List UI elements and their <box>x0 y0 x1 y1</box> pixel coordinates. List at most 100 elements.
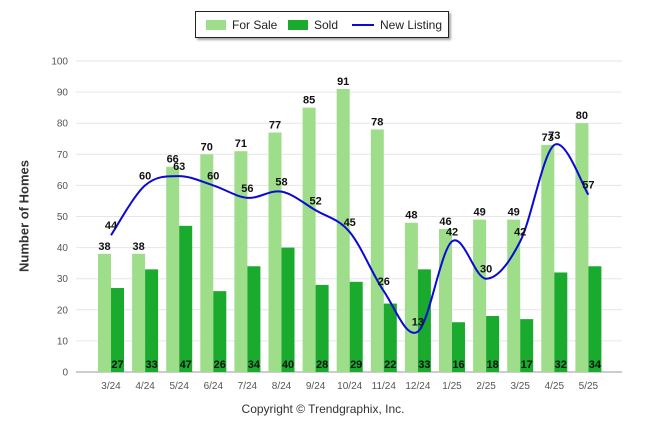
bar-for-sale-8/24 <box>268 132 282 372</box>
bar-sold-10/24 <box>349 281 363 372</box>
data-label-sold-7/24: 34 <box>248 359 261 371</box>
data-label-for-sale-12/24: 48 <box>405 210 417 222</box>
data-label-sold-3/24: 27 <box>111 359 123 371</box>
bar-for-sale-4/24 <box>132 253 146 372</box>
data-label-sold-5/24: 47 <box>180 359 192 371</box>
data-label-new-listing-5/25: 57 <box>582 180 594 192</box>
data-label-new-listing-7/24: 56 <box>241 183 253 195</box>
data-label-for-sale-6/24: 70 <box>201 141 213 153</box>
data-label-sold-12/24: 33 <box>418 359 430 371</box>
legend-item-sold[interactable]: Sold <box>288 18 338 32</box>
data-label-new-listing-5/24: 63 <box>173 161 185 173</box>
data-label-for-sale-1/25: 46 <box>439 216 451 228</box>
series-line-new-listing <box>110 143 590 334</box>
data-label-new-listing-10/24: 45 <box>344 217 356 229</box>
data-label-for-sale-8/24: 77 <box>269 120 281 132</box>
y-tick-label-90: 90 <box>57 88 69 99</box>
data-label-for-sale-5/24: 66 <box>167 154 179 166</box>
bar-for-sale-11/24 <box>370 129 384 372</box>
y-tick-label-50: 50 <box>57 212 69 223</box>
data-label-new-listing-3/24: 44 <box>105 220 118 232</box>
x-tick-label-3/25: 3/25 <box>510 381 530 392</box>
data-label-for-sale-3/25: 49 <box>508 207 520 219</box>
data-label-new-listing-12/24: 13 <box>412 317 424 329</box>
x-tick-label-2/25: 2/25 <box>476 381 496 392</box>
bar-sold-4/25 <box>554 272 568 372</box>
data-label-sold-1/25: 16 <box>452 359 464 371</box>
bar-for-sale-4/25 <box>541 144 555 372</box>
data-label-new-listing-9/24: 52 <box>309 195 321 207</box>
data-label-new-listing-3/25: 42 <box>514 226 526 238</box>
y-tick-label-80: 80 <box>57 119 69 130</box>
x-tick-label-9/24: 9/24 <box>306 381 326 392</box>
legend-swatch-for-sale <box>206 20 226 30</box>
bar-for-sale-3/25 <box>507 219 521 372</box>
x-tick-label-4/25: 4/25 <box>545 381 565 392</box>
legend: For Sale Sold New Listing <box>195 11 449 38</box>
data-label-sold-10/24: 29 <box>350 359 362 371</box>
data-label-sold-5/25: 34 <box>589 359 602 371</box>
bar-sold-8/24 <box>281 247 295 372</box>
x-tick-label-10/24: 10/24 <box>337 381 362 392</box>
bar-for-sale-9/24 <box>302 107 316 373</box>
data-label-new-listing-11/24: 26 <box>378 276 390 288</box>
x-tick-label-12/24: 12/24 <box>405 381 430 392</box>
x-tick-label-1/25: 1/25 <box>442 381 462 392</box>
bar-for-sale-7/24 <box>234 151 248 372</box>
bar-for-sale-10/24 <box>336 88 350 373</box>
bar-sold-5/24 <box>179 225 193 372</box>
bar-sold-5/25 <box>588 266 602 372</box>
bar-sold-9/24 <box>315 284 329 372</box>
legend-swatch-sold <box>288 20 308 30</box>
data-label-sold-9/24: 28 <box>316 359 328 371</box>
x-tick-label-7/24: 7/24 <box>238 381 258 392</box>
data-label-new-listing-8/24: 58 <box>275 177 287 189</box>
legend-item-for-sale[interactable]: For Sale <box>206 18 277 32</box>
y-axis-title: Number of Homes <box>16 160 32 272</box>
x-tick-label-6/24: 6/24 <box>204 381 224 392</box>
data-label-new-listing-2/25: 30 <box>480 264 492 276</box>
x-tick-label-11/24: 11/24 <box>372 381 397 392</box>
bar-sold-3/25 <box>520 319 534 372</box>
data-label-sold-11/24: 22 <box>384 359 396 371</box>
bar-sold-11/24 <box>383 303 397 372</box>
data-label-sold-4/24: 33 <box>145 359 157 371</box>
data-label-new-listing-6/24: 60 <box>207 170 219 182</box>
data-label-sold-2/25: 18 <box>486 359 498 371</box>
data-label-for-sale-7/24: 71 <box>235 138 247 150</box>
bar-for-sale-5/24 <box>166 166 180 372</box>
data-label-for-sale-3/24: 38 <box>98 241 110 253</box>
x-tick-label-3/24: 3/24 <box>101 381 121 392</box>
bar-sold-3/24 <box>111 288 124 372</box>
data-label-for-sale-11/24: 78 <box>371 116 383 128</box>
legend-label-for-sale: For Sale <box>232 18 278 32</box>
legend-item-new-listing[interactable]: New Listing <box>352 18 442 32</box>
data-label-sold-8/24: 40 <box>282 359 294 371</box>
bar-for-sale-5/25 <box>575 123 589 372</box>
y-tick-label-40: 40 <box>57 243 69 254</box>
y-tick-label-30: 30 <box>57 274 69 285</box>
data-label-sold-6/24: 26 <box>214 359 226 371</box>
x-tick-label-5/24: 5/24 <box>169 381 189 392</box>
y-tick-label-10: 10 <box>57 336 69 347</box>
data-label-sold-3/25: 17 <box>521 359 533 371</box>
data-label-sold-4/25: 32 <box>555 359 567 371</box>
bar-for-sale-12/24 <box>404 222 418 372</box>
bar-for-sale-6/24 <box>200 154 214 372</box>
data-label-for-sale-2/25: 49 <box>473 207 485 219</box>
bar-sold-7/24 <box>247 266 261 372</box>
y-tick-label-0: 0 <box>62 368 68 379</box>
y-tick-label-60: 60 <box>57 181 69 192</box>
y-tick-label-20: 20 <box>57 305 69 316</box>
bar-for-sale-2/25 <box>473 219 487 372</box>
bar-sold-1/25 <box>452 322 465 372</box>
data-label-for-sale-4/25: 73 <box>542 132 554 144</box>
x-tick-label-4/24: 4/24 <box>135 381 155 392</box>
bar-for-sale-3/24 <box>98 253 111 372</box>
data-label-for-sale-10/24: 91 <box>337 76 349 88</box>
data-label-for-sale-9/24: 85 <box>303 95 315 107</box>
data-label-new-listing-4/25: 73 <box>548 130 560 142</box>
data-label-for-sale-4/24: 38 <box>132 241 144 253</box>
y-tick-label-100: 100 <box>51 57 68 68</box>
